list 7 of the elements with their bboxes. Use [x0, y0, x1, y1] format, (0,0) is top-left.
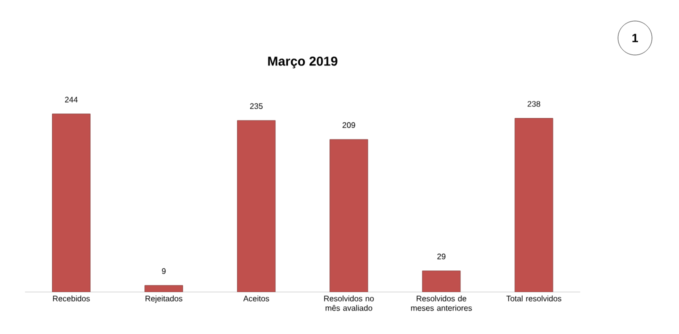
bar — [514, 118, 554, 292]
text: 1 — [632, 34, 638, 42]
bar — [330, 139, 368, 292]
bar — [237, 120, 276, 292]
bar — [422, 270, 461, 292]
bar — [52, 114, 90, 292]
chart-title: Março 2019 — [268, 56, 338, 68]
